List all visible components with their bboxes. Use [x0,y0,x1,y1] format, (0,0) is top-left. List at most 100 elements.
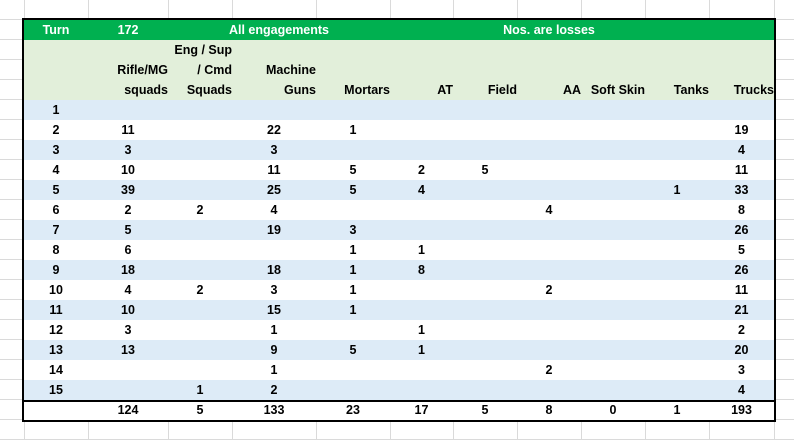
loss-value: 5 [349,343,357,357]
loss-value [645,140,709,160]
loss-value: 4 [270,203,278,217]
loss-value: 2 [545,363,553,377]
loss-value [390,200,453,220]
loss-value: 25 [267,183,281,197]
turn-number: 3 [52,143,60,157]
loss-value [517,380,581,400]
loss-value [517,240,581,260]
column-header-line: Guns [284,83,316,97]
loss-value [316,320,390,340]
loss-value [517,320,581,340]
loss-value [453,240,517,260]
row-bg [24,300,774,320]
loss-value [581,240,645,260]
loss-value [709,100,774,120]
loss-value [390,280,453,300]
column-header-line: AA [562,83,581,97]
turn-number: 9 [52,263,60,277]
loss-value [390,380,453,400]
loss-value [517,180,581,200]
loss-value: 11 [121,123,135,137]
banner-scope: All engagements [228,23,330,37]
loss-value: 26 [734,223,749,237]
loss-value: 6 [124,243,132,257]
loss-value [453,180,517,200]
loss-value [453,280,517,300]
loss-value [645,360,709,380]
column-header-line: Soft Skin [590,83,645,97]
loss-value: 5 [481,163,489,177]
column-header: Trucks [709,40,774,100]
loss-value: 19 [267,223,281,237]
loss-value [390,220,453,240]
loss-value [316,380,390,400]
loss-value [517,160,581,180]
loss-value [453,140,517,160]
loss-value: 10 [121,303,135,317]
column-header: Field [453,40,517,100]
loss-value [390,100,453,120]
column-header: Tanks [645,40,709,100]
loss-value: 3 [124,143,132,157]
loss-value: 10 [121,163,135,177]
loss-value: 2 [418,163,425,177]
loss-value: 4 [124,283,132,297]
loss-value: 2 [738,323,745,337]
loss-value [517,340,581,360]
total-value: 124 [117,403,139,417]
loss-value [645,200,709,220]
loss-value [645,120,709,140]
loss-value [453,260,517,280]
loss-value [581,300,645,320]
column-header-line: Mortars [344,83,390,97]
total-value: 5 [196,403,204,417]
column-header-line: squads [124,83,168,97]
loss-value: 15 [267,303,281,317]
column-header-line: Eng / Sup [174,43,232,57]
loss-value [581,380,645,400]
total-value: 0 [609,403,617,417]
turn-number: 5 [52,183,60,197]
row-bg [24,220,774,240]
total-value: 5 [481,403,489,417]
loss-value [168,100,232,120]
loss-value [453,380,517,400]
loss-value: 3 [270,283,278,297]
row-bg [24,380,774,400]
loss-value [168,220,232,240]
loss-value [517,140,581,160]
loss-value: 2 [545,283,553,297]
loss-value [581,200,645,220]
loss-value [453,120,517,140]
loss-value [517,300,581,320]
loss-value [168,240,232,260]
turn-number: 11 [49,303,63,317]
loss-value: 1 [349,243,357,257]
total-value: 23 [346,403,360,417]
loss-value [168,180,232,200]
loss-value: 1 [270,323,278,337]
banner-bg [24,20,774,40]
loss-value: 4 [738,143,745,157]
loss-value: 1 [270,363,278,377]
column-header: AA [517,40,581,100]
turn-number: 15 [49,383,63,397]
loss-value [581,360,645,380]
loss-value: 5 [124,223,132,237]
loss-value: 8 [418,263,425,277]
loss-value [645,260,709,280]
loss-value [168,360,232,380]
loss-value [517,120,581,140]
loss-value: 8 [738,203,745,217]
loss-value: 1 [349,303,357,317]
row-bg [24,140,774,160]
loss-value [581,100,645,120]
loss-value: 5 [349,183,357,197]
loss-value [390,120,453,140]
turn-number: 12 [49,323,63,337]
loss-value: 2 [196,203,204,217]
loss-value [645,160,709,180]
loss-value [581,160,645,180]
loss-value: 3 [124,323,132,337]
